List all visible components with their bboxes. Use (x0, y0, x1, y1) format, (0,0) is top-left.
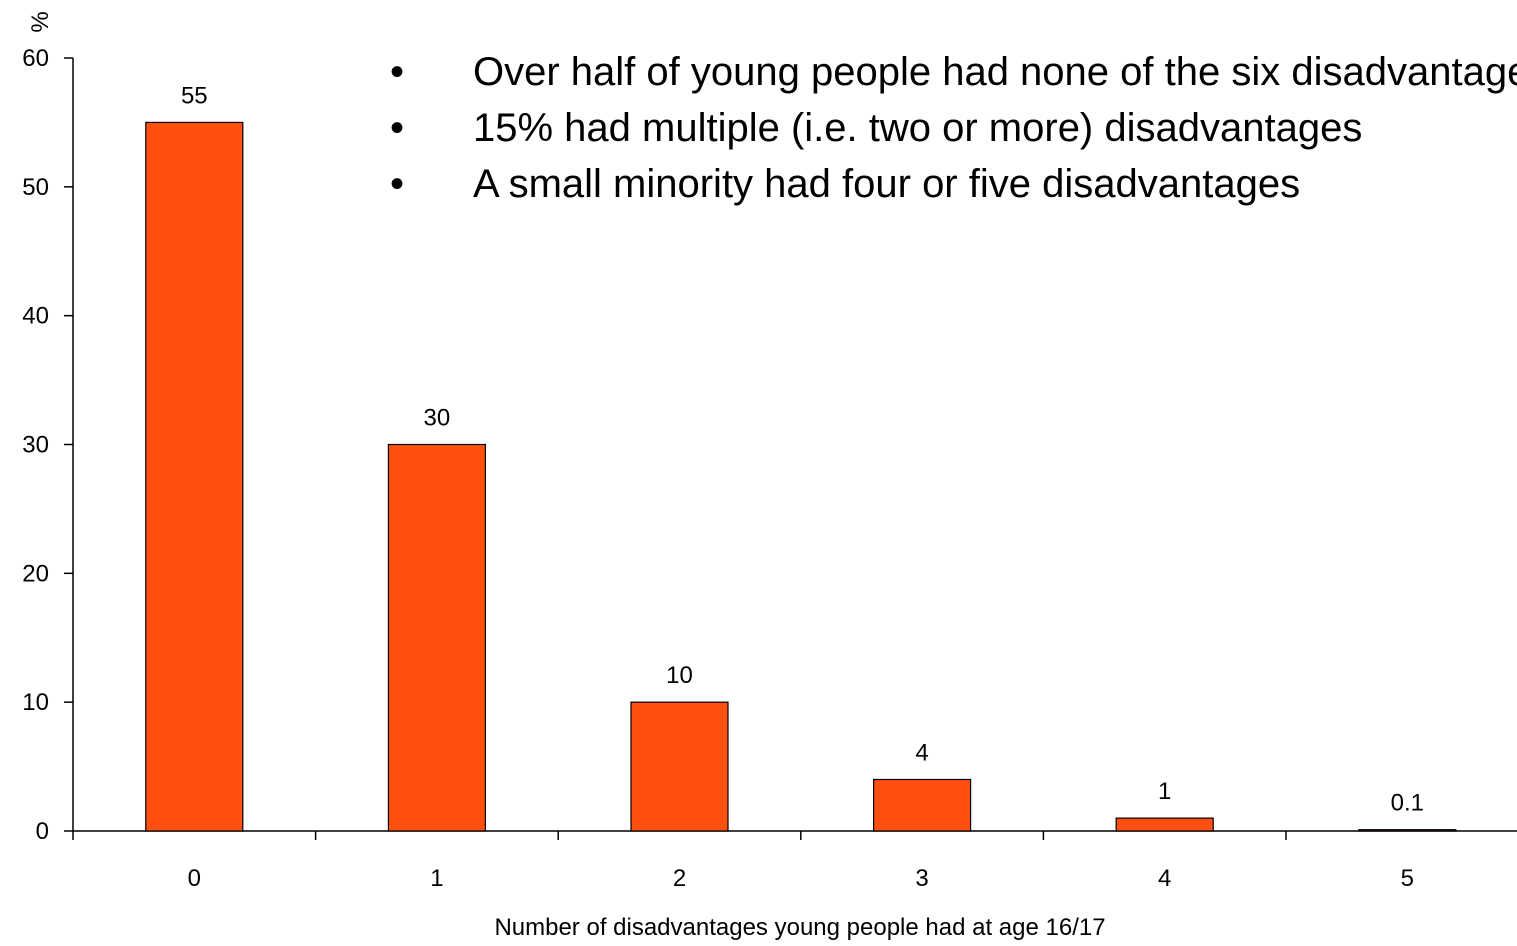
chart-labels: 55 0 30 1 10 2 4 3 1 4 0.1 5 (181, 82, 1424, 892)
bar-5 (1358, 829, 1457, 832)
y-tick-label: 10 (22, 689, 49, 716)
data-label-2: 10 (666, 662, 693, 689)
data-label-1: 30 (424, 405, 451, 432)
x-tick-label-5: 5 (1401, 865, 1414, 892)
x-tick-label-1: 1 (430, 865, 443, 892)
y-tick-label: 20 (22, 560, 49, 587)
y-axis-label: % (27, 11, 54, 32)
bar-0 (145, 121, 244, 832)
chart-axes: 0 10 20 30 40 50 60 (22, 45, 1517, 845)
x-tick-label-2: 2 (673, 865, 686, 892)
y-tick-label: 50 (22, 174, 49, 201)
chart-bars (145, 121, 1457, 832)
data-label-3: 4 (915, 739, 928, 766)
bar-4 (1115, 817, 1214, 832)
x-tick-label-3: 3 (915, 865, 928, 892)
bar-2 (630, 701, 729, 832)
bar-1 (387, 443, 486, 832)
bar-3 (872, 778, 972, 832)
y-tick-label: 0 (36, 818, 49, 845)
x-axis-label: Number of disadvantages young people had… (494, 914, 1105, 941)
y-tick-label: 30 (22, 432, 49, 459)
x-tick-label-0: 0 (188, 865, 201, 892)
data-label-4: 1 (1158, 778, 1171, 805)
data-label-0: 55 (181, 82, 208, 109)
y-tick-label: 60 (22, 45, 49, 72)
data-label-5: 0.1 (1391, 790, 1424, 817)
x-tick-label-4: 4 (1158, 865, 1171, 892)
y-tick-label: 40 (22, 303, 49, 330)
